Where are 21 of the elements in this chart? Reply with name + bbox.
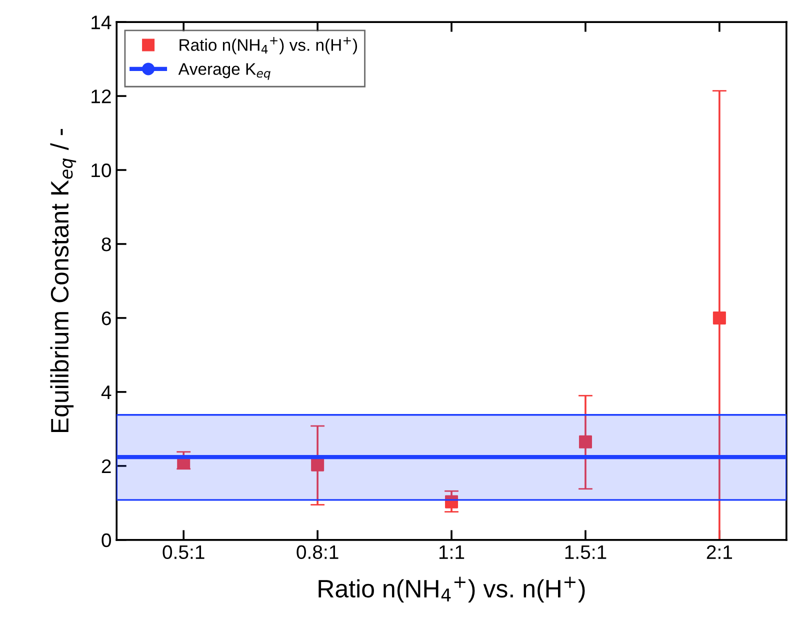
point — [712, 311, 726, 324]
y-tick-label: 12 — [92, 90, 111, 104]
y-tick-label: 2 — [102, 459, 111, 473]
y-axis-title: Equilibrium Constant K$_{eq}$ / - — [50, 128, 76, 432]
y-tick-label: 10 — [92, 163, 112, 178]
x-tick-label: 0.8:1 — [296, 545, 338, 560]
y-tick-label: 4 — [101, 386, 112, 399]
x-tick-label: 2:1 — [706, 545, 732, 559]
y-tick-label: 8 — [102, 237, 111, 252]
x-axis-title: Ratio n(NH$_{4}$$^{+}$) vs. n(H$^{+}$) — [318, 576, 585, 603]
legend-label: Ratio n(NH$_{4}$$^{+}$) vs. n(H$^{+}$) — [180, 37, 358, 54]
y-tick-label: 6 — [102, 311, 111, 326]
x-tick-label: 0.5:1 — [162, 545, 204, 560]
point — [578, 435, 592, 448]
x-tick-label: 1.5:1 — [565, 545, 606, 560]
y-tick-label: 0 — [102, 533, 112, 548]
legend-label: Average K$_{eq}$ — [178, 63, 270, 80]
y-tick-label: 14 — [92, 16, 112, 30]
point — [311, 458, 324, 472]
point — [445, 495, 458, 508]
x-tick-label: 1:1 — [439, 545, 464, 559]
